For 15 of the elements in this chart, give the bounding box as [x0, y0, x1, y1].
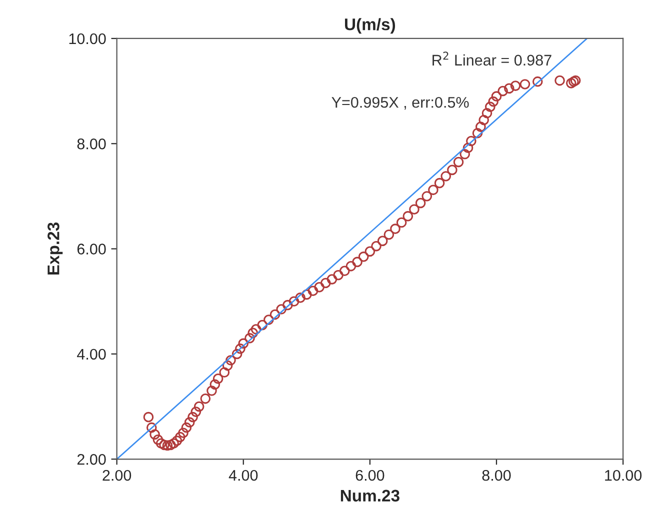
annotation: Y=0.995X , err:0.5% — [332, 96, 469, 110]
x-tick-label: 8.00 — [482, 470, 511, 481]
y-tick-label: 10.00 — [69, 33, 106, 44]
y-axis-title: Exp.23 — [48, 222, 63, 275]
annotation: R$^{2}$ Linear = 0.987 — [432, 52, 552, 66]
y-tick-label: 6.00 — [77, 244, 106, 254]
chart-title: U(m/s) — [345, 18, 396, 34]
x-tick-label: 10.00 — [605, 470, 642, 481]
y-tick-label: 4.00 — [77, 348, 106, 360]
x-axis-title: Num.23 — [340, 490, 400, 502]
y-tick-label: 8.00 — [77, 138, 106, 150]
x-tick-label: 2.00 — [102, 470, 132, 481]
x-tick-label: 4.00 — [228, 470, 258, 481]
y-tick-label: 2.00 — [77, 454, 106, 465]
x-tick-label: 6.00 — [356, 470, 384, 481]
